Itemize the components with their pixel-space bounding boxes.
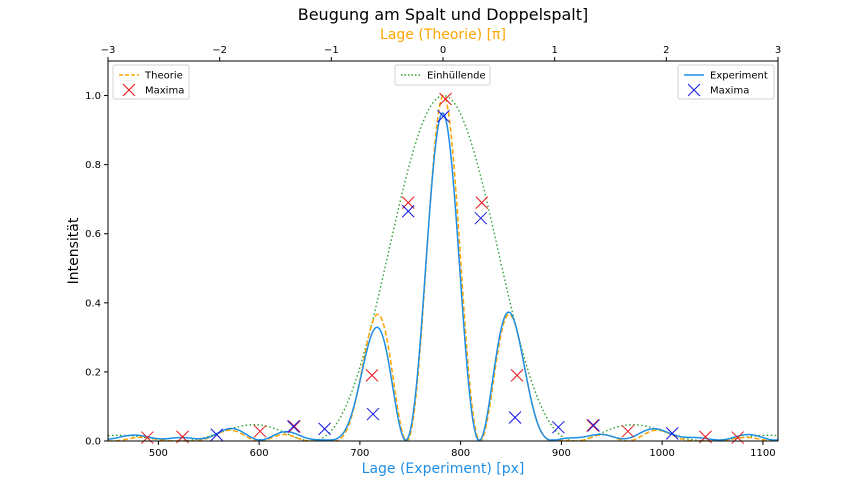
- y-tick-label: 0.2: [85, 367, 101, 378]
- x-tick-label: 1000: [649, 448, 674, 459]
- theory-maximum-marker: [586, 419, 599, 432]
- legend-marker: [687, 83, 701, 97]
- experiment-maximum-marker: [552, 420, 565, 434]
- series-experiment-line: [108, 112, 778, 441]
- theory-maximum-marker: [365, 369, 379, 382]
- x-tick-label: 1100: [750, 448, 775, 459]
- legend-frame: [112, 64, 190, 100]
- theory-maximum-marker: [288, 420, 301, 433]
- x-tick-label: 800: [451, 448, 470, 459]
- legend-envelope: Einhüllende: [394, 64, 491, 86]
- series-einhuellende-line: [108, 94, 778, 441]
- legend-label: Theorie: [144, 71, 183, 82]
- theory-maximum-marker: [439, 92, 452, 106]
- top-x-tick-label: 2: [663, 45, 669, 56]
- experiment-maximum-marker: [287, 420, 300, 433]
- legend-frame: [677, 64, 775, 100]
- x-tick-label: 600: [250, 448, 269, 459]
- top-x-tick-label: 3: [775, 45, 781, 56]
- experiment-maximum-marker: [210, 428, 224, 442]
- legend-frame: [394, 64, 491, 86]
- axes: 500 600 700 800 900 1000 1100 0.0 0.2 0.4 0.6 0.8 1.…: [85, 45, 781, 459]
- top-x-tick-label: −3: [101, 45, 116, 56]
- legend-label: Einhüllende: [427, 71, 486, 82]
- x-axis-label: Lage (Experiment) [px]: [362, 461, 525, 477]
- series-theorie-line: [108, 94, 778, 441]
- y-tick-label: 0.6: [85, 229, 101, 240]
- theory-maximum-marker: [510, 369, 524, 382]
- top-x-tick-label: 1: [551, 45, 557, 56]
- theory-maximum-marker: [140, 431, 154, 444]
- experiment-maximum-marker: [366, 407, 380, 421]
- experiment-maximum-marker: [508, 411, 522, 424]
- experiment-maximum-marker: [587, 419, 600, 432]
- chart-title: Beugung am Spalt und Doppelspalt]: [298, 5, 589, 24]
- top-x-tick-label: 0: [440, 45, 446, 56]
- y-tick-label: 0.4: [85, 298, 101, 309]
- experiment-maximum-marker: [474, 211, 488, 225]
- x-tick-label: 500: [149, 448, 168, 459]
- theory-maximum-marker: [731, 431, 745, 444]
- legend-label: Experiment: [710, 71, 768, 82]
- plot-frame: [107, 60, 779, 442]
- legend-marker: [122, 83, 136, 97]
- top-x-tick-label: −1: [324, 45, 339, 56]
- experiment-maximum-marker: [437, 109, 450, 123]
- experiment-maximum-marker: [318, 422, 331, 436]
- y-tick-label: 0.0: [85, 437, 101, 448]
- x-tick-label: 700: [350, 448, 369, 459]
- x-tick-label: 900: [552, 448, 571, 459]
- series-group: [108, 94, 778, 441]
- legend-label: Maxima: [145, 86, 184, 97]
- y-axis-label: Intensität: [66, 217, 82, 284]
- legend-label: Maxima: [710, 86, 749, 97]
- theory-maximum-marker: [253, 424, 267, 438]
- legend-theory: Theorie Maxima: [112, 64, 190, 100]
- top-x-axis-label: Lage (Theorie) [π]: [380, 27, 506, 43]
- experiment-maximum-marker: [401, 204, 415, 218]
- top-x-tick-label: −2: [212, 45, 227, 56]
- plot-area: [108, 92, 778, 444]
- legend-experiment: Experiment Maxima: [677, 64, 775, 100]
- theory-maximum-marker: [621, 424, 635, 438]
- theory-maximum-marker: [475, 196, 489, 209]
- legends: Theorie Maxima Einhüllende Experiment Maxima: [112, 64, 775, 100]
- y-tick-label: 0.8: [85, 160, 101, 171]
- experiment-maximum-marker: [665, 427, 679, 440]
- y-tick-label: 1.0: [85, 91, 101, 102]
